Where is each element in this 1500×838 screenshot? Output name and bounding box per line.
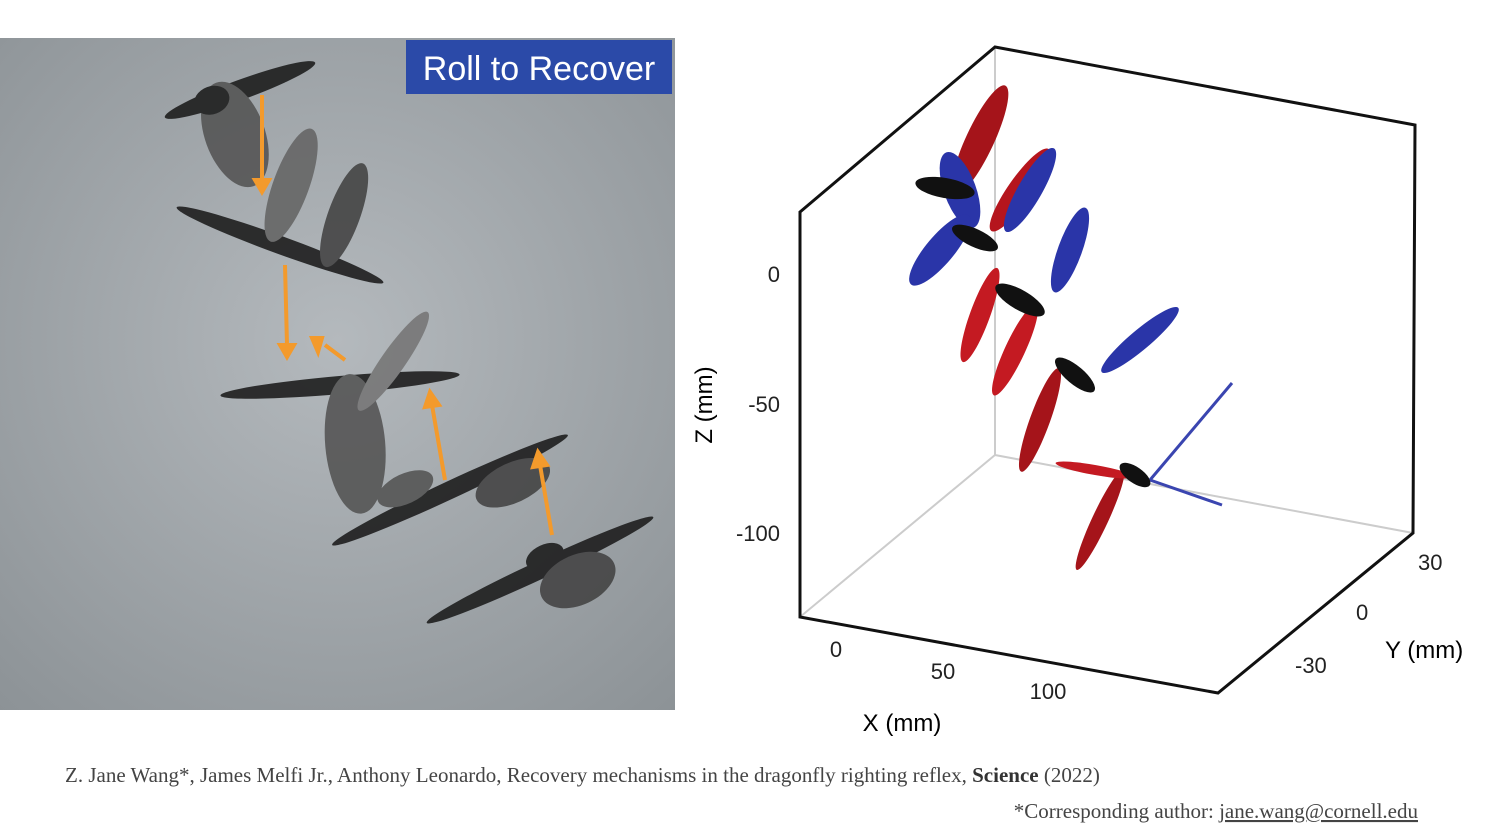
- z-tick-label: 0: [768, 262, 780, 287]
- y-tick-label: 0: [1356, 600, 1368, 625]
- orientation-arrows: [251, 95, 554, 536]
- photo-label: Roll to Recover: [423, 50, 655, 88]
- email: jane.wang@cornell.edu: [1218, 799, 1418, 823]
- z-tick-label: -100: [736, 521, 780, 546]
- corresponding-label: *Corresponding author:: [1014, 799, 1214, 823]
- z-tick-label: -50: [748, 392, 780, 417]
- label-box: [406, 40, 672, 94]
- photo: [0, 38, 675, 710]
- citation: Z. Jane Wang*, James Melfi Jr., Anthony …: [65, 763, 1100, 787]
- x-tick-label: 0: [830, 637, 842, 662]
- y-tick-label: -30: [1295, 653, 1327, 678]
- x-tick-label: 100: [1030, 679, 1067, 704]
- plot-box: [798, 45, 1417, 695]
- citation-year: (2022): [1044, 763, 1100, 787]
- dragonfly-models: [909, 85, 1234, 570]
- citation-authors: Z. Jane Wang*, James Melfi Jr., Anthony …: [65, 763, 967, 787]
- x-axis-label: X (mm): [863, 710, 942, 737]
- y-tick-label: 30: [1418, 550, 1442, 575]
- corresponding: *Corresponding author: jane.wang@cornell…: [1014, 799, 1419, 823]
- y-axis-label: Y (mm): [1385, 637, 1463, 664]
- x-tick-label: 50: [931, 659, 955, 684]
- z-axis-label: Z (mm): [691, 366, 718, 443]
- citation-journal: Science: [972, 763, 1038, 787]
- dragonflies: [164, 61, 654, 624]
